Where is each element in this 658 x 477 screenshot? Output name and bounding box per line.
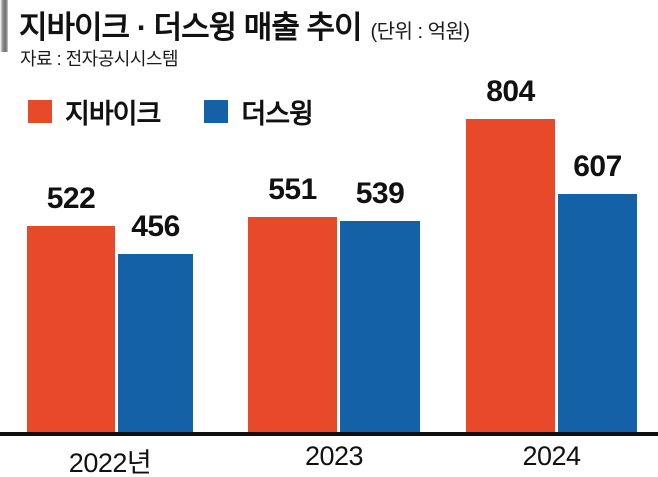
- bar-value-theswing-2022: 456: [131, 210, 180, 243]
- bar-gbike-2022: [27, 226, 115, 432]
- title-unit-text: (단위 : 억원): [370, 21, 471, 43]
- category-label-2023: 2023: [304, 441, 364, 471]
- legend-label-gbike: 지바이크: [65, 99, 161, 129]
- bar-value-theswing-2023: 539: [355, 177, 405, 210]
- bar-value-theswing-2024: 607: [573, 150, 622, 183]
- legend-item-theswing: 더스윙: [204, 92, 314, 131]
- bar-theswing-2022: [118, 254, 193, 432]
- legend-label-theswing: 더스윙: [241, 99, 314, 129]
- bar-theswing-2024: [558, 194, 637, 432]
- source-text: 자료 : 전자공시시스템: [20, 49, 179, 69]
- bar-theswing-2023: [340, 221, 420, 432]
- bar-gbike-2024: [466, 119, 555, 432]
- bar-gbike-2023: [248, 217, 337, 432]
- x-axis-line: [0, 432, 658, 436]
- title-accent-bar: [0, 0, 8, 52]
- square-swatch-icon: [204, 100, 229, 123]
- legend-item-gbike: 지바이크: [28, 92, 161, 131]
- category-label-2024: 2024: [522, 441, 581, 471]
- bar-value-gbike-2023: 551: [268, 173, 317, 206]
- page-title: 지바이크 · 더스윙 매출 추이 (단위 : 억원): [19, 2, 470, 47]
- chart-legend: 지바이크 더스윙: [28, 92, 314, 131]
- bar-value-gbike-2024: 804: [486, 75, 535, 108]
- title-main-text: 지바이크 · 더스윙 매출 추이: [19, 10, 362, 45]
- bar-value-gbike-2022: 522: [46, 182, 96, 215]
- category-label-2022: 2022년: [68, 448, 152, 477]
- square-swatch-icon: [28, 100, 52, 123]
